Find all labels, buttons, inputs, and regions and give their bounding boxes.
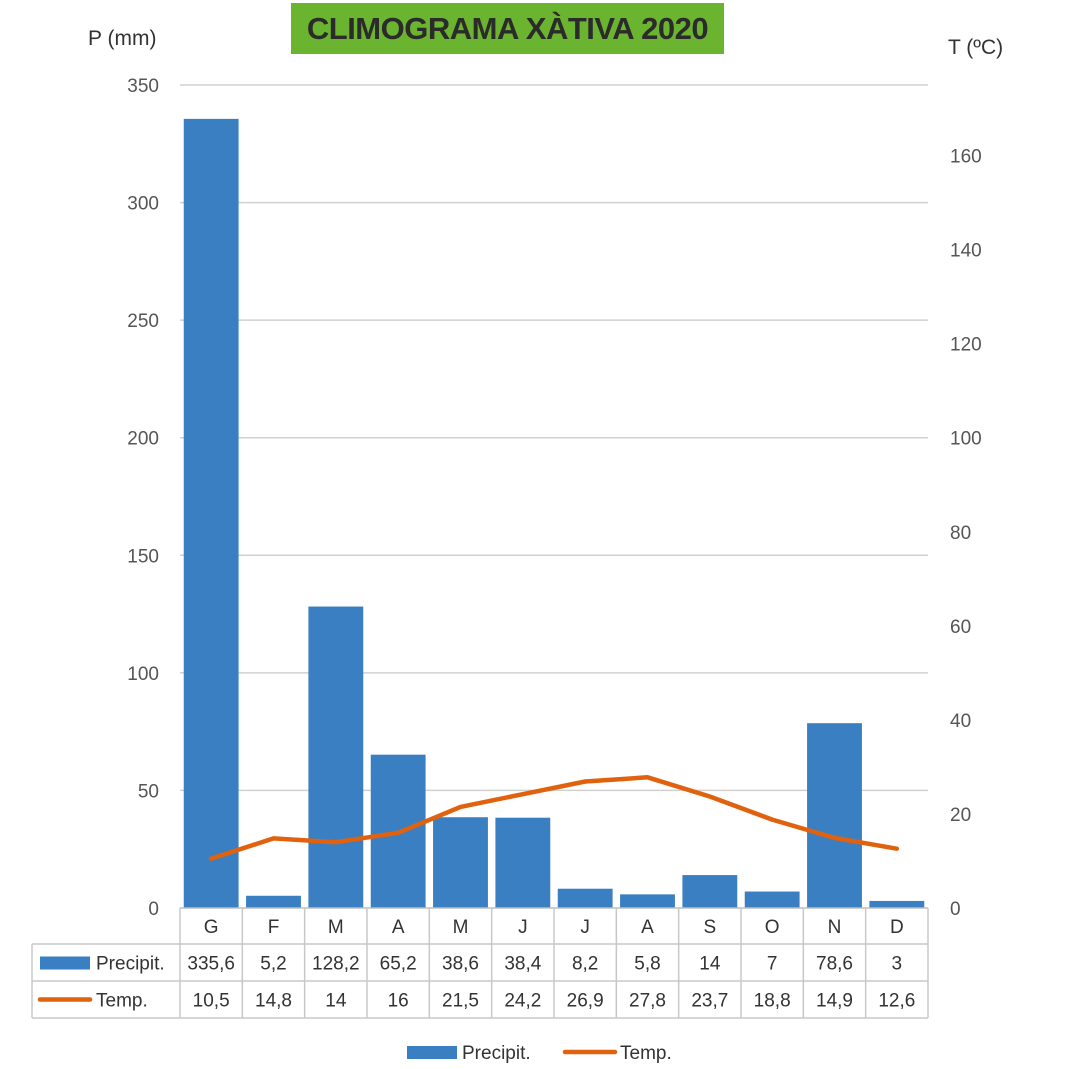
data-value-label: 26,9 xyxy=(567,991,604,1012)
data-value-label: 5,8 xyxy=(634,954,660,975)
gridlines xyxy=(180,84,928,792)
left-tick-label: 250 xyxy=(127,311,159,332)
precip-bar xyxy=(620,894,675,908)
data-value-label: 14,9 xyxy=(816,991,853,1012)
data-value-label: 7 xyxy=(767,954,778,975)
precip-bar xyxy=(433,817,488,908)
category-label: A xyxy=(392,917,405,938)
legend-precip-label: Precipit. xyxy=(462,1043,531,1064)
precip-bar xyxy=(807,723,862,908)
data-value-label: 128,2 xyxy=(312,954,360,975)
data-value-label: 23,7 xyxy=(691,991,728,1012)
precip-bar xyxy=(744,891,800,908)
left-tick-label: 50 xyxy=(138,781,159,802)
right-tick-label: 60 xyxy=(950,617,971,638)
temp-line xyxy=(208,775,900,861)
data-value-label: 10,5 xyxy=(193,991,230,1012)
data-value-label: 21,5 xyxy=(442,991,479,1012)
left-tick-label: 100 xyxy=(127,664,159,685)
precip-bar xyxy=(183,118,239,908)
precip-bar xyxy=(246,895,301,908)
data-value-label: 3 xyxy=(892,954,903,975)
right-tick-label: 120 xyxy=(950,335,982,356)
legend-temp-label: Temp. xyxy=(620,1043,672,1064)
data-value-label: 14,8 xyxy=(255,991,292,1012)
left-tick-label: 300 xyxy=(127,194,159,215)
data-value-label: 14 xyxy=(325,991,347,1012)
series-row-label: Temp. xyxy=(96,991,148,1012)
data-value-label: 78,6 xyxy=(816,954,853,975)
left-tick-label: 0 xyxy=(148,899,159,920)
precip-bar xyxy=(557,888,613,908)
right-tick-label: 140 xyxy=(950,241,982,262)
precipitation-bars xyxy=(183,118,925,908)
precip-bar xyxy=(495,817,551,908)
right-axis-title: T (ºC) xyxy=(948,36,1004,59)
series-row-label: Precipit. xyxy=(96,954,165,975)
left-axis-ticks: 0 50 100 150 200 250 300 350 xyxy=(127,76,159,920)
category-label: D xyxy=(890,917,904,938)
precip-bar xyxy=(869,900,925,908)
data-value-label: 27,8 xyxy=(629,991,666,1012)
data-value-label: 335,6 xyxy=(187,954,235,975)
right-tick-label: 0 xyxy=(950,899,961,920)
data-value-label: 18,8 xyxy=(754,991,791,1012)
temperature-line xyxy=(208,775,900,861)
category-label: J xyxy=(580,917,590,938)
right-tick-label: 20 xyxy=(950,805,971,826)
category-label: S xyxy=(703,917,716,938)
data-value-label: 14 xyxy=(699,954,721,975)
category-label: F xyxy=(268,917,280,938)
data-value-label: 8,2 xyxy=(572,954,598,975)
precip-key-swatch xyxy=(40,956,90,970)
data-value-label: 12,6 xyxy=(878,991,915,1012)
data-value-label: 65,2 xyxy=(380,954,417,975)
precip-bar xyxy=(682,875,738,908)
category-label: M xyxy=(453,917,469,938)
data-value-label: 38,4 xyxy=(504,954,541,975)
left-tick-label: 200 xyxy=(127,429,159,450)
category-label: M xyxy=(328,917,344,938)
category-label: O xyxy=(765,917,780,938)
data-value-label: 38,6 xyxy=(442,954,479,975)
data-value-label: 5,2 xyxy=(260,954,286,975)
right-tick-label: 100 xyxy=(950,429,982,450)
legend-precip-swatch xyxy=(407,1046,457,1059)
category-label: A xyxy=(641,917,654,938)
category-label: G xyxy=(204,917,219,938)
data-value-label: 16 xyxy=(388,991,409,1012)
data-value-label: 24,2 xyxy=(504,991,541,1012)
right-tick-label: 40 xyxy=(950,711,971,732)
legend: Precipit. Temp. xyxy=(407,1043,672,1064)
precip-bar xyxy=(308,606,364,908)
right-tick-label: 80 xyxy=(950,523,971,544)
chart-title: CLIMOGRAMA XÀTIVA 2020 xyxy=(306,10,709,46)
category-label: J xyxy=(518,917,528,938)
left-tick-label: 150 xyxy=(127,546,159,567)
left-tick-label: 350 xyxy=(127,76,159,97)
chart-title-box: CLIMOGRAMA XÀTIVA 2020 xyxy=(291,3,724,54)
left-axis-title: P (mm) xyxy=(88,27,157,50)
right-axis-ticks: 0 20 40 60 80 100 120 140 160 xyxy=(950,147,982,920)
right-tick-label: 160 xyxy=(950,147,982,168)
category-label: N xyxy=(828,917,842,938)
